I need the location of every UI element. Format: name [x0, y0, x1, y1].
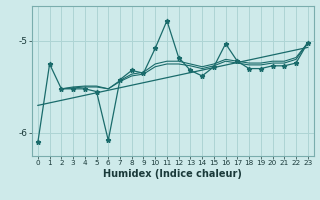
X-axis label: Humidex (Indice chaleur): Humidex (Indice chaleur)	[103, 169, 242, 179]
